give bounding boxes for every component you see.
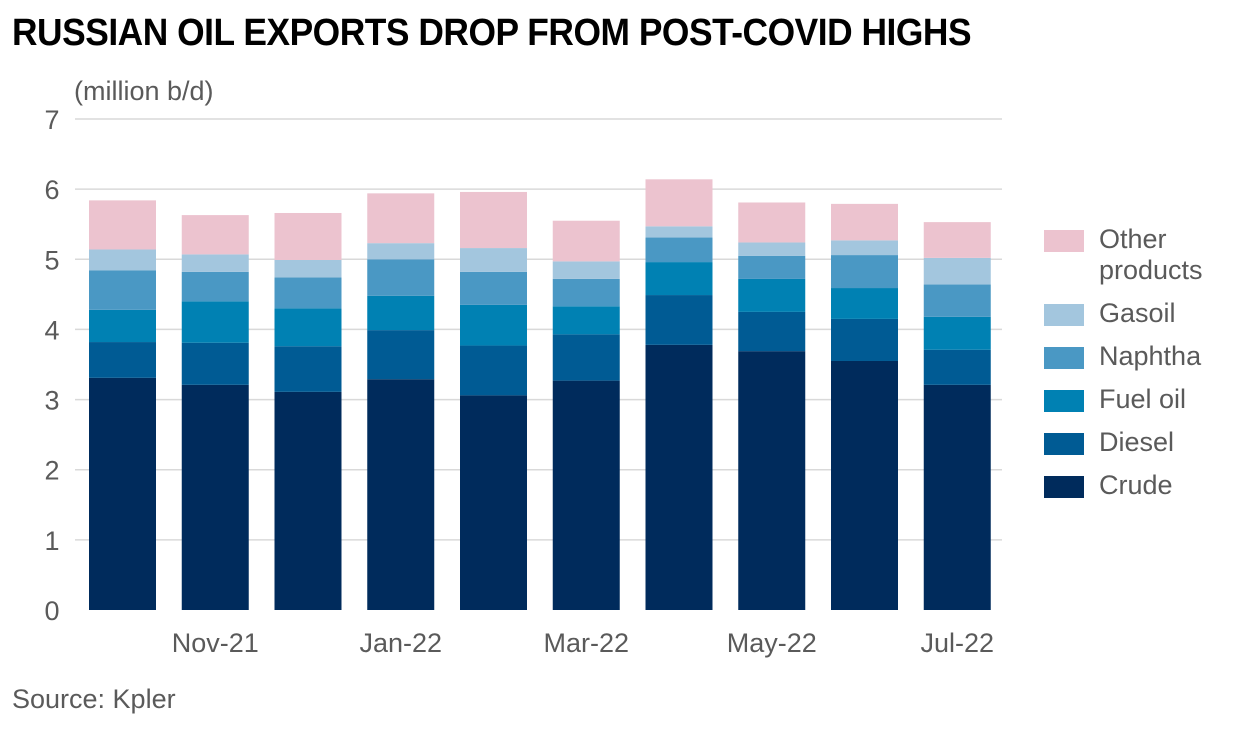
bar-segment-fuel-oil [923, 316, 991, 350]
bar-segment-fuel-oil [181, 301, 249, 343]
bar-segment-diesel [738, 311, 806, 352]
bar-segment-naphtha [367, 259, 435, 296]
bar-segment-gasoil [738, 242, 806, 256]
bar-segment-crude [552, 380, 620, 610]
bar-segment-fuel-oil [367, 295, 435, 331]
y-tick-label: 4 [44, 315, 59, 345]
bar-segment-fuel-oil [552, 306, 620, 335]
bar-segment-diesel [274, 346, 342, 392]
bar-segment-crude [831, 360, 898, 610]
bar-segment-fuel-oil [645, 262, 713, 296]
bar-segment-naphtha [274, 277, 342, 309]
bar-segment-crude [645, 344, 713, 610]
chart-legend: Other products Gasoil Naphtha Fuel oil Diese… [1044, 224, 1234, 513]
legend-item: Crude [1044, 470, 1234, 501]
x-tick-label: May-22 [727, 628, 817, 658]
bar-segment-naphtha [181, 271, 249, 302]
y-tick-label: 0 [44, 596, 59, 626]
y-tick-label: 3 [44, 386, 59, 416]
legend-label: Crude [1099, 470, 1173, 500]
bar-segment-diesel [460, 345, 527, 396]
bar-segment-gasoil [831, 240, 898, 256]
bar-segment-naphtha [460, 271, 527, 305]
legend-item: Diesel [1044, 427, 1234, 458]
legend-item: Fuel oil [1044, 384, 1234, 415]
bar-segment-fuel-oil [89, 309, 156, 343]
bar-segment-crude [181, 384, 249, 610]
legend-swatch [1044, 433, 1084, 455]
bar-segment-other-products [552, 220, 620, 262]
bar-segment-diesel [831, 318, 898, 361]
bar-segment-naphtha [645, 237, 713, 263]
bar-segment-diesel [645, 295, 713, 345]
bar-segment-fuel-oil [831, 288, 898, 319]
legend-swatch [1044, 390, 1084, 412]
bar-segment-naphtha [923, 284, 991, 317]
bar-segment-diesel [552, 334, 620, 381]
bar-segment-naphtha [552, 278, 620, 307]
bar-segment-crude [460, 395, 527, 610]
bar-segment-gasoil [552, 261, 620, 279]
legend-label: Diesel [1099, 427, 1175, 457]
bar-segment-crude [923, 384, 991, 610]
legend-swatch [1044, 476, 1084, 498]
bar-segment-fuel-oil [274, 308, 342, 347]
bar-segment-gasoil [923, 257, 991, 285]
y-tick-label: 2 [44, 456, 59, 486]
bar-segment-diesel [367, 330, 435, 380]
bar-segment-other-products [738, 202, 806, 243]
bar-segment-gasoil [460, 248, 527, 272]
bar-segment-naphtha [89, 270, 156, 310]
bar-segment-naphtha [831, 255, 898, 289]
legend-item: Other products [1044, 224, 1234, 286]
bar-segment-diesel [181, 342, 249, 385]
legend-label: Naphtha [1099, 341, 1202, 371]
bar-segment-other-products [923, 222, 991, 258]
x-tick-label: Nov-21 [172, 628, 259, 658]
source-note: Source: Kpler [12, 684, 176, 714]
legend-swatch [1044, 304, 1084, 326]
bar-segment-gasoil [274, 259, 342, 278]
bar-segment-other-products [367, 193, 435, 244]
legend-item: Naphtha [1044, 341, 1234, 372]
legend-label: Other products [1099, 224, 1203, 285]
bar-segment-gasoil [181, 254, 249, 272]
bar-segment-diesel [89, 342, 156, 378]
y-tick-label: 1 [44, 526, 59, 556]
bar-segment-fuel-oil [460, 304, 527, 346]
y-axis-unit-label: (million b/d) [74, 76, 214, 106]
bar-segment-gasoil [89, 249, 156, 271]
x-tick-label: Mar-22 [543, 628, 629, 658]
x-tick-label: Jul-22 [920, 628, 994, 658]
y-tick-label: 7 [44, 105, 59, 135]
bar-segment-gasoil [367, 243, 435, 260]
bar-segment-other-products [89, 200, 156, 250]
legend-label: Fuel oil [1099, 384, 1187, 414]
y-tick-label: 5 [44, 245, 59, 275]
bar-segment-crude [274, 391, 342, 610]
legend-swatch [1044, 347, 1084, 369]
bar-segment-other-products [831, 203, 898, 241]
bar-segment-gasoil [645, 226, 713, 238]
x-tick-label: Jan-22 [359, 628, 442, 658]
bar-segment-other-products [274, 212, 342, 260]
bar-segment-crude [367, 379, 435, 610]
legend-label: Gasoil [1099, 298, 1176, 328]
bar-segment-crude [89, 377, 156, 610]
bar-segment-other-products [460, 191, 527, 249]
y-tick-label: 6 [44, 175, 59, 205]
bar-segment-naphtha [738, 255, 806, 279]
bar-segment-other-products [181, 215, 249, 255]
chart-title: RUSSIAN OIL EXPORTS DROP FROM POST-COVID… [12, 12, 972, 54]
legend-swatch [1044, 230, 1084, 252]
bar-segment-fuel-oil [738, 278, 806, 312]
bar-segment-diesel [923, 349, 991, 385]
bar-segment-other-products [645, 179, 713, 227]
legend-item: Gasoil [1044, 298, 1234, 329]
bar-segment-crude [738, 351, 806, 610]
